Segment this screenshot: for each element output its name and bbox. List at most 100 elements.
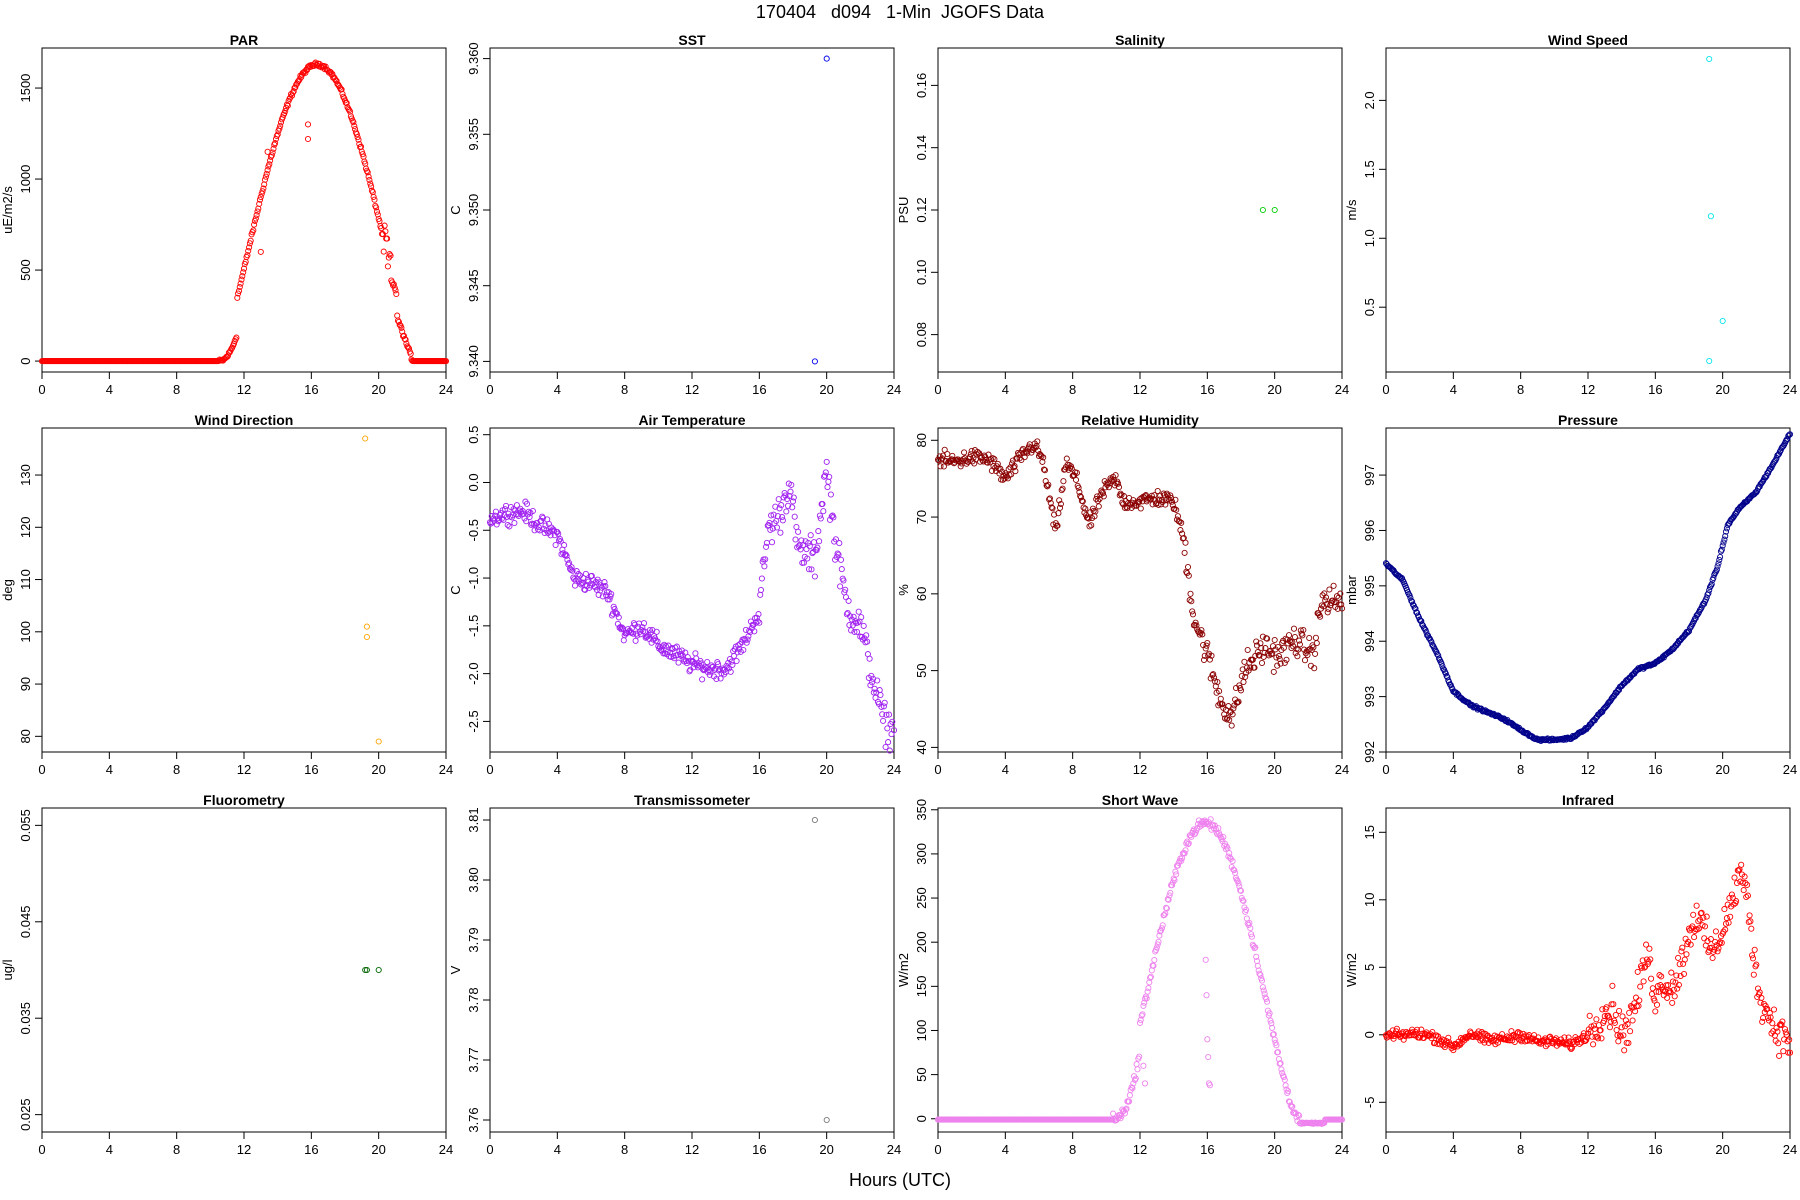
x-tick-label: 4 (106, 382, 113, 397)
data-point (256, 200, 263, 207)
data-point (1214, 678, 1221, 686)
data-point (257, 248, 264, 255)
data-point (340, 93, 347, 100)
data-point (575, 571, 582, 578)
x-tick-label: 12 (237, 1142, 251, 1157)
panel-title: Short Wave (1102, 792, 1179, 808)
data-point (1735, 867, 1742, 874)
data-point (304, 135, 312, 143)
data-point (1457, 1041, 1464, 1048)
data-point (371, 196, 378, 203)
data-point (1749, 955, 1757, 962)
data-point (809, 550, 816, 557)
data-point (1095, 503, 1102, 510)
x-tick-label: 4 (1002, 1142, 1009, 1157)
data-point (1315, 610, 1322, 617)
data-point (782, 492, 789, 499)
data-point (638, 626, 645, 634)
data-point (267, 157, 274, 164)
data-point (1075, 484, 1082, 491)
data-point (1696, 916, 1703, 923)
y-tick-label: 0.5 (1362, 298, 1377, 316)
data-point (778, 502, 785, 509)
data-point (1442, 670, 1449, 677)
data-point (1171, 505, 1178, 512)
data-point (224, 352, 232, 359)
data-point (563, 552, 570, 559)
data-point (757, 591, 764, 598)
data-point (1199, 631, 1206, 638)
data-point (1778, 1021, 1785, 1028)
data-point (1618, 1024, 1625, 1031)
data-point (1271, 206, 1278, 214)
x-tick-label: 24 (1335, 762, 1349, 777)
data-point (1290, 625, 1298, 632)
data-point (1635, 1002, 1642, 1010)
plot-frame (41, 47, 447, 373)
data-point (1005, 466, 1012, 473)
data-point (1438, 660, 1445, 667)
data-point (1167, 889, 1174, 896)
data-point (1233, 876, 1240, 883)
data-point (1137, 1016, 1144, 1024)
data-point (786, 493, 793, 500)
x-tick-label: 0 (486, 382, 493, 397)
plot-frame (489, 427, 895, 753)
data-point (751, 628, 758, 635)
data-point (1428, 638, 1435, 646)
data-point (1164, 896, 1171, 903)
data-point (1181, 549, 1188, 556)
data-point (1205, 1053, 1212, 1061)
data-point (1178, 519, 1185, 526)
data-point (1762, 1002, 1769, 1009)
data-point (1560, 1040, 1567, 1047)
data-point (837, 556, 845, 563)
data-point (366, 176, 373, 184)
data-point (1057, 500, 1064, 508)
data-point (1616, 1007, 1623, 1014)
data-point (1769, 1020, 1776, 1027)
data-point (957, 463, 964, 470)
data-point (1705, 590, 1712, 597)
data-point (1088, 522, 1095, 529)
data-point (556, 535, 563, 542)
data-point (1210, 671, 1217, 678)
data-point (1045, 481, 1052, 488)
data-point (1429, 1028, 1436, 1036)
data-point (364, 169, 371, 176)
data-point (1140, 1062, 1147, 1069)
data-point (1775, 1040, 1782, 1047)
data-point (1712, 569, 1719, 576)
y-tick-label: 300 (914, 843, 929, 865)
data-point (756, 619, 763, 626)
x-tick-label: 8 (621, 382, 628, 397)
data-point (1616, 1032, 1624, 1039)
data-point (968, 447, 975, 454)
data-point (1258, 977, 1266, 984)
data-point (1054, 522, 1061, 529)
y-tick-label: 0.0 (466, 473, 481, 491)
data-point (1285, 1088, 1292, 1095)
data-point (1073, 469, 1080, 476)
data-point (1178, 857, 1185, 864)
data-point (1664, 994, 1671, 1001)
data-point (1612, 1011, 1619, 1019)
data-point (253, 212, 260, 219)
data-point (1271, 636, 1278, 644)
data-point (1198, 627, 1205, 634)
data-point (1753, 961, 1760, 968)
data-point (1648, 975, 1655, 982)
data-point (385, 254, 392, 261)
x-tick-label: 16 (304, 762, 318, 777)
data-point (282, 107, 289, 115)
x-tick-label: 16 (1648, 762, 1662, 777)
data-point (402, 336, 409, 343)
data-point (1338, 605, 1346, 612)
data-point (1184, 838, 1191, 845)
data-point (1722, 920, 1730, 927)
data-point (734, 649, 741, 656)
x-tick-label: 16 (304, 1142, 318, 1157)
data-point (640, 620, 648, 627)
data-point (1696, 925, 1703, 932)
data-point (1511, 1038, 1518, 1046)
